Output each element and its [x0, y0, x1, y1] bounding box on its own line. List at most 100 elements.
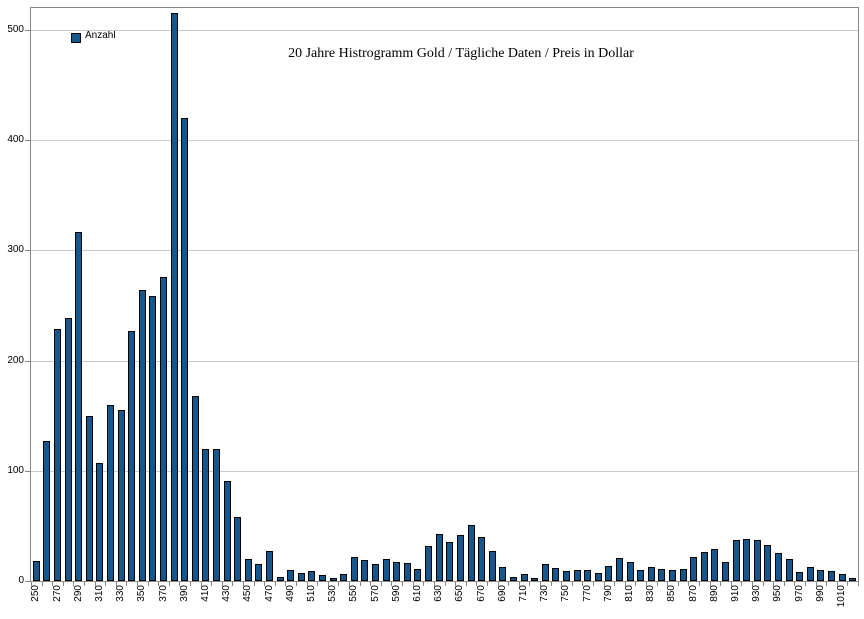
bar-920	[743, 539, 750, 581]
x-axis-tick	[773, 582, 774, 586]
x-axis-tick	[73, 582, 74, 586]
x-axis-label-890: 890	[709, 585, 720, 602]
x-axis-label-490: 490	[285, 585, 296, 602]
y-axis-label-100: 100	[7, 465, 24, 476]
x-axis-tick	[254, 582, 255, 586]
x-axis-label-350: 350	[136, 585, 147, 602]
x-axis-tick	[275, 582, 276, 586]
x-axis-label-850: 850	[666, 585, 677, 602]
x-axis-tick	[826, 582, 827, 586]
bar-680	[489, 551, 496, 581]
bar-630	[436, 534, 443, 581]
bar-950	[775, 553, 782, 581]
x-axis-tick	[582, 582, 583, 586]
x-axis-label-770: 770	[582, 585, 593, 602]
bar-940	[764, 545, 771, 581]
chart-title: 20 Jahre Histrogramm Gold / Tägliche Dat…	[288, 46, 634, 61]
bar-310	[96, 463, 103, 581]
x-axis-label-650: 650	[454, 585, 465, 602]
bar-540	[340, 574, 347, 581]
x-axis-tick	[741, 582, 742, 586]
bar-550	[351, 557, 358, 581]
x-axis-tick	[710, 582, 711, 586]
bar-780	[595, 573, 602, 581]
bar-570	[372, 564, 379, 581]
bar-910	[733, 540, 740, 581]
bar-620	[425, 546, 432, 581]
bar-790	[605, 566, 612, 581]
y-axis-tick-500	[25, 30, 30, 31]
bar-840	[658, 569, 665, 581]
bar-370	[160, 277, 167, 581]
bar-990	[817, 570, 824, 581]
x-axis-tick	[455, 582, 456, 586]
bar-600	[404, 563, 411, 581]
x-axis-label-710: 710	[518, 585, 529, 602]
y-axis-tick-400	[25, 140, 30, 141]
x-axis-tick	[625, 582, 626, 586]
x-axis-tick	[508, 582, 509, 586]
bar-890	[711, 549, 718, 581]
x-axis-label-510: 510	[306, 585, 317, 602]
x-axis-tick	[158, 582, 159, 586]
x-axis-tick	[540, 582, 541, 586]
bar-410	[202, 449, 209, 581]
bar-860	[680, 569, 687, 581]
bar-900	[722, 562, 729, 581]
x-axis-tick	[243, 582, 244, 586]
bar-450	[245, 559, 252, 581]
y-axis-label-0: 0	[18, 575, 24, 586]
bar-590	[393, 562, 400, 581]
bar-490	[287, 570, 294, 581]
x-axis-label-990: 990	[815, 585, 826, 602]
x-axis-label-570: 570	[370, 585, 381, 602]
bar-390	[181, 118, 188, 581]
x-axis-tick	[360, 582, 361, 586]
x-axis-tick	[752, 582, 753, 586]
bar-850	[669, 570, 676, 581]
bar-480	[277, 577, 284, 581]
bar-470	[266, 551, 273, 581]
x-axis-label-870: 870	[688, 585, 699, 602]
bar-980	[807, 567, 814, 581]
bar-420	[213, 449, 220, 581]
x-axis-tick	[784, 582, 785, 586]
x-axis-tick	[95, 582, 96, 586]
x-axis-tick	[847, 582, 848, 586]
plot-area	[30, 7, 859, 582]
bar-260	[43, 441, 50, 581]
x-axis-tick	[264, 582, 265, 586]
x-axis-tick	[731, 582, 732, 586]
x-axis-tick	[148, 582, 149, 586]
x-axis-tick	[519, 582, 520, 586]
bar-270	[54, 329, 61, 581]
x-axis-tick	[190, 582, 191, 586]
x-axis-label-930: 930	[751, 585, 762, 602]
y-axis-tick-200	[25, 361, 30, 362]
bar-400	[192, 396, 199, 581]
bar-800	[616, 558, 623, 581]
x-axis-label-390: 390	[179, 585, 190, 602]
bar-580	[383, 559, 390, 581]
x-axis-tick	[381, 582, 382, 586]
x-axis-label-630: 630	[433, 585, 444, 602]
bar-770	[584, 570, 591, 581]
x-axis-tick	[211, 582, 212, 586]
x-axis-tick	[445, 582, 446, 586]
x-axis-tick	[688, 582, 689, 586]
y-axis-label-200: 200	[7, 355, 24, 366]
gridline-300	[31, 250, 858, 251]
y-axis-label-400: 400	[7, 134, 24, 145]
bar-720	[531, 578, 538, 581]
bar-960	[786, 559, 793, 581]
x-axis-label-830: 830	[645, 585, 656, 602]
x-axis-tick	[179, 582, 180, 586]
bar-440	[234, 517, 241, 581]
x-axis-tick	[657, 582, 658, 586]
x-axis-tick	[137, 582, 138, 586]
gridline-200	[31, 361, 858, 362]
x-axis-tick	[529, 582, 530, 586]
x-axis-tick	[423, 582, 424, 586]
x-axis-tick	[317, 582, 318, 586]
